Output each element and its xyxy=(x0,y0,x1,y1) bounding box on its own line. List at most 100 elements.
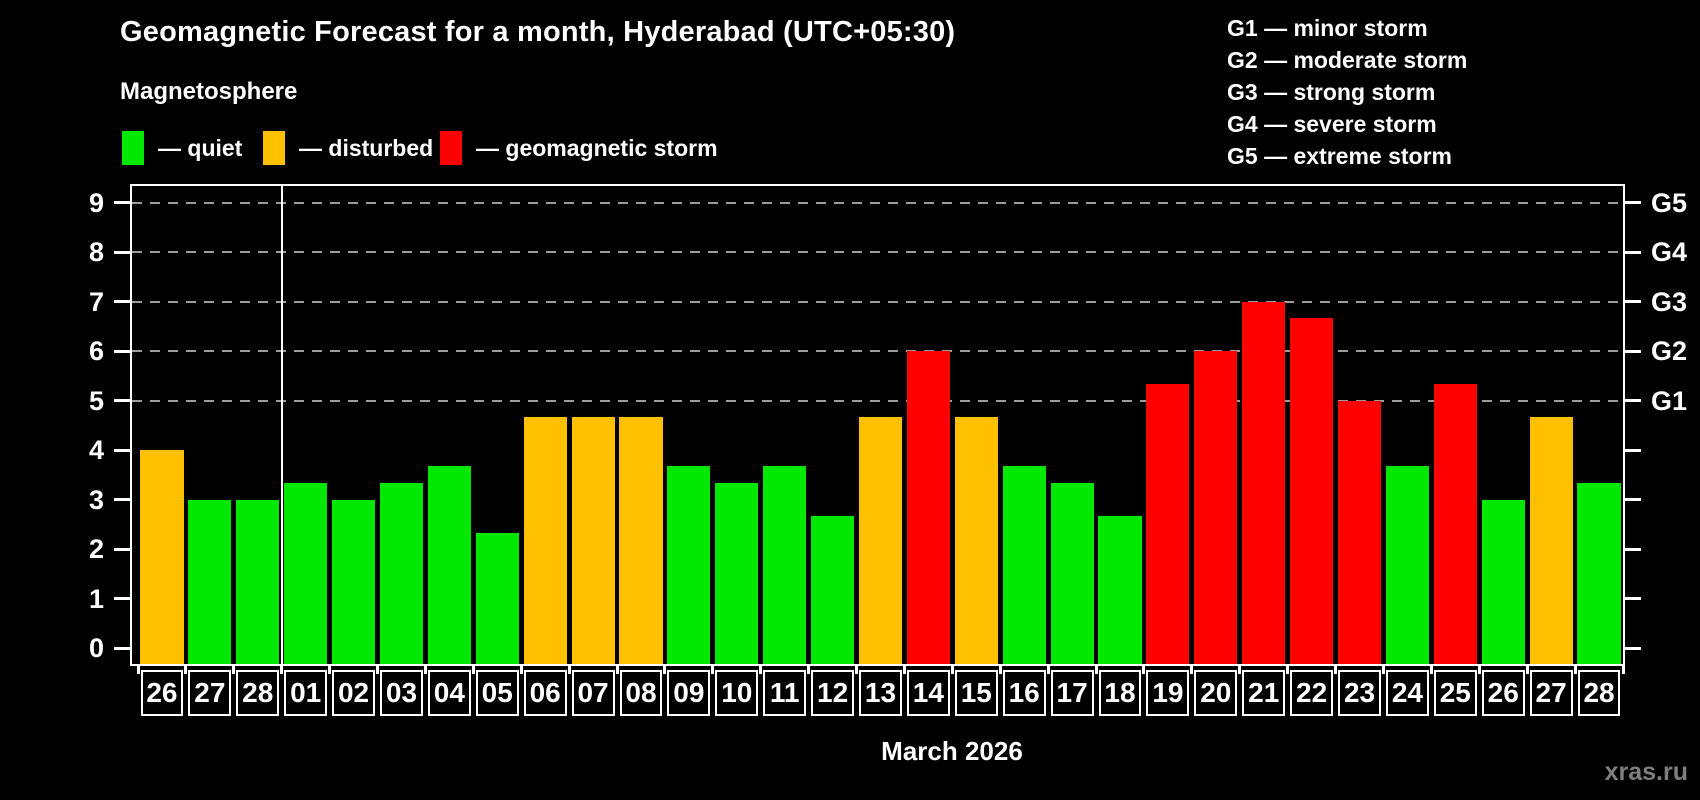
x-tick-11 xyxy=(663,666,667,674)
gridline-kp9 xyxy=(132,201,1623,204)
x-tick-29 xyxy=(1525,666,1529,674)
bar-day-15 xyxy=(954,416,998,664)
y-tick-5 xyxy=(114,399,130,402)
bar-day-23 xyxy=(1337,400,1382,664)
x-tick-17 xyxy=(950,666,954,674)
x-tick-28 xyxy=(1477,666,1481,674)
day-label-24-22: 22 xyxy=(1290,670,1334,716)
bar-day-08 xyxy=(619,416,663,664)
y-tick-7 xyxy=(114,300,130,303)
month-label: March 2026 xyxy=(881,736,1023,766)
bar-day-06 xyxy=(523,416,567,664)
bar-day-27 xyxy=(188,499,232,664)
bar-day-19 xyxy=(1146,384,1190,664)
day-label-15-13: 13 xyxy=(859,670,902,716)
bar-day-10 xyxy=(715,483,759,664)
bar-day-16 xyxy=(1002,466,1046,664)
x-tick-18 xyxy=(998,666,1002,674)
x-tick-10 xyxy=(615,666,619,674)
right-tick-4 xyxy=(1625,448,1641,452)
x-tick-19 xyxy=(1046,666,1050,674)
g-level-label-G4: G4 xyxy=(1651,237,1688,267)
day-label-3-01: 01 xyxy=(284,670,328,716)
y-tick-label-4: 4 xyxy=(88,435,104,465)
bar-day-05 xyxy=(475,532,519,664)
day-label-26-24: 24 xyxy=(1385,670,1429,716)
g-scale-legend: G1 — minor storm G2 — moderate storm G3 — … xyxy=(1227,12,1467,172)
x-tick-7 xyxy=(471,666,475,674)
day-label-28-26: 26 xyxy=(1481,670,1525,716)
y-tick-0 xyxy=(114,646,130,650)
x-tick-0 xyxy=(136,666,140,674)
y-tick-label-6: 6 xyxy=(88,336,104,366)
bar-day-26 xyxy=(1481,499,1525,664)
right-tick-6 xyxy=(1625,349,1641,353)
y-tick-4 xyxy=(114,448,130,452)
legend-item-disturbed: — disturbed xyxy=(263,131,433,165)
disturbed-swatch-icon xyxy=(263,131,285,165)
day-label-23-21: 21 xyxy=(1242,670,1286,716)
day-label-29-27: 27 xyxy=(1529,670,1573,716)
x-tick-16 xyxy=(902,666,906,674)
right-tick-5 xyxy=(1625,399,1641,402)
x-tick-20 xyxy=(1094,666,1098,674)
x-tick-1 xyxy=(184,666,188,674)
bar-day-09 xyxy=(667,466,711,664)
bar-day-28 xyxy=(1577,483,1621,664)
bar-day-02 xyxy=(332,499,376,664)
x-tick-4 xyxy=(328,666,332,674)
chart-subtitle: Magnetosphere xyxy=(120,78,298,105)
day-label-17-15: 15 xyxy=(954,670,998,716)
x-tick-6 xyxy=(423,666,427,674)
day-label-7-05: 05 xyxy=(475,670,519,716)
gridline-kp6 xyxy=(132,350,1623,352)
x-tick-25 xyxy=(1334,666,1338,674)
right-tick-1 xyxy=(1625,597,1641,600)
bar-day-14 xyxy=(906,351,950,664)
day-label-14-12: 12 xyxy=(811,670,855,716)
right-tick-3 xyxy=(1625,498,1641,501)
day-label-2-28: 28 xyxy=(236,670,280,716)
y-tick-label-5: 5 xyxy=(88,385,104,416)
day-label-1-27: 27 xyxy=(188,670,232,716)
g-legend-line-2: G2 — moderate storm xyxy=(1227,47,1468,73)
x-tick-5 xyxy=(376,666,380,674)
bar-day-25 xyxy=(1433,384,1477,664)
x-tick-2 xyxy=(232,666,236,674)
bar-day-26 xyxy=(140,450,184,664)
bar-day-18 xyxy=(1098,515,1142,664)
bar-day-28 xyxy=(236,499,280,664)
y-axis-right: G1 G2 G3 G4 G5 xyxy=(1625,184,1700,666)
day-label-6-04: 04 xyxy=(427,670,471,716)
x-tick-8 xyxy=(519,666,523,674)
day-label-5-03: 03 xyxy=(380,670,423,716)
right-tick-7 xyxy=(1625,300,1641,303)
g-level-label-G2: G2 xyxy=(1651,336,1688,366)
day-label-21-19: 19 xyxy=(1146,670,1190,716)
day-label-11-09: 09 xyxy=(667,670,711,716)
y-tick-3 xyxy=(114,498,130,501)
y-tick-label-8: 8 xyxy=(88,237,104,267)
y-tick-1 xyxy=(114,597,130,600)
y-tick-label-2: 2 xyxy=(88,534,104,564)
day-label-13-11: 11 xyxy=(763,670,807,716)
day-label-8-06: 06 xyxy=(523,670,567,716)
legend-label-quiet: — quiet xyxy=(158,134,243,161)
y-tick-2 xyxy=(114,547,130,551)
gridline-kp8 xyxy=(132,251,1623,253)
bar-day-11 xyxy=(763,466,807,664)
day-label-4-02: 02 xyxy=(332,670,375,716)
bar-day-20 xyxy=(1194,351,1238,664)
day-label-20-18: 18 xyxy=(1098,670,1142,716)
g-level-label-G1: G1 xyxy=(1651,385,1688,416)
quiet-swatch-icon xyxy=(122,131,144,165)
bar-day-27 xyxy=(1529,416,1573,664)
x-axis-ticks xyxy=(130,666,1625,675)
x-tick-27 xyxy=(1429,666,1433,674)
right-tick-8 xyxy=(1625,250,1641,254)
x-tick-21 xyxy=(1142,666,1146,674)
watermark-link[interactable]: xras.ru xyxy=(1604,758,1688,786)
bar-day-03 xyxy=(379,483,424,664)
y-tick-6 xyxy=(114,349,130,353)
